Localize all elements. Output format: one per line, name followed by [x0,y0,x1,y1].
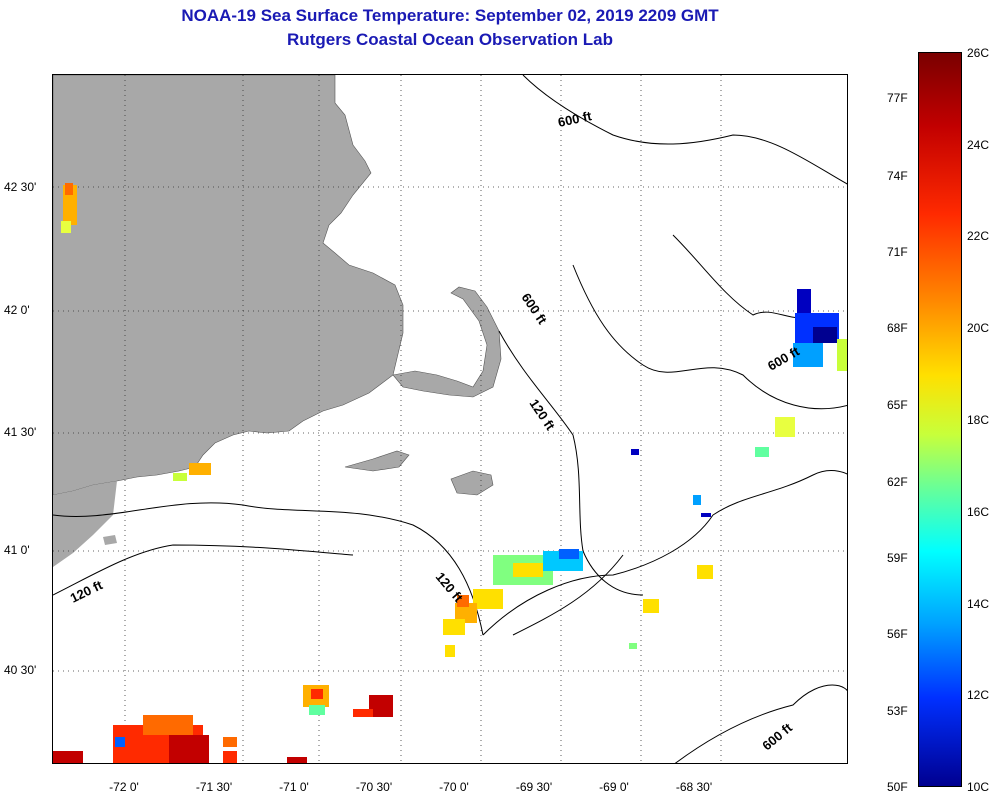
graticule [53,75,847,763]
colorbar-celsius-label: 20C [967,321,990,335]
lat-label: 42 30' [4,180,37,194]
land-marthas-vineyard [344,450,410,472]
contour-label: 600 ft [759,720,795,754]
colorbar-celsius-label: 26C [967,46,990,60]
colorbar-celsius-label: 10C [967,780,990,794]
lon-label: -70 0' [439,780,469,794]
land-mainland [53,75,404,496]
colorbar-celsius-label: 24C [967,138,990,152]
lon-label: -70 30' [355,780,393,794]
land-cape-cod [392,286,502,398]
lon-label: -68 30' [675,780,713,794]
lon-label: -69 0' [599,780,629,794]
contour-label: 600 ft [519,290,551,327]
contour-label: 600 ft [557,108,594,130]
lon-label: -69 30' [515,780,553,794]
map-canvas: 600 ft 600 ft 600 ft 120 ft 120 ft 120 f… [53,75,847,763]
contours [53,75,847,763]
colorbar-fahrenheit-label: 77F [887,91,908,105]
colorbar-fahrenheit-label: 56F [887,627,908,641]
lat-label: 41 30' [4,425,37,439]
land-nantucket [450,470,494,496]
colorbar-fahrenheit-label: 53F [887,704,908,718]
temperature-colorbar [918,52,962,787]
sst-map: 600 ft 600 ft 600 ft 120 ft 120 ft 120 f… [52,74,848,764]
colorbar-celsius-label: 16C [967,505,990,519]
lat-label: 41 0' [4,543,30,557]
colorbar-fahrenheit-label: 59F [887,551,908,565]
colorbar-celsius-label: 22C [967,229,990,243]
contour-label: 120 ft [527,396,559,433]
colorbar-fahrenheit-label: 74F [887,169,908,183]
map-title: NOAA-19 Sea Surface Temperature: Septemb… [181,6,719,25]
map-subtitle: Rutgers Coastal Ocean Observation Lab [287,30,613,49]
lon-label: -71 30' [195,780,233,794]
colorbar-celsius-label: 14C [967,597,990,611]
colorbar-celsius-label: 18C [967,413,990,427]
colorbar-fahrenheit-label: 68F [887,321,908,335]
colorbar-fahrenheit-label: 65F [887,398,908,412]
colorbar-fahrenheit-label: 62F [887,475,908,489]
lon-label: -71 0' [279,780,309,794]
colorbar-fahrenheit-label: 50F [887,780,908,794]
lon-label: -72 0' [109,780,139,794]
colorbar-fahrenheit-label: 71F [887,245,908,259]
lat-label: 42 0' [4,303,30,317]
lat-label: 40 30' [4,663,37,677]
colorbar-celsius-label: 12C [967,688,990,702]
land-block-island [103,535,117,545]
contour-label: 120 ft [68,577,106,606]
sst-pixels [53,183,847,763]
land-southcoast [53,481,117,567]
